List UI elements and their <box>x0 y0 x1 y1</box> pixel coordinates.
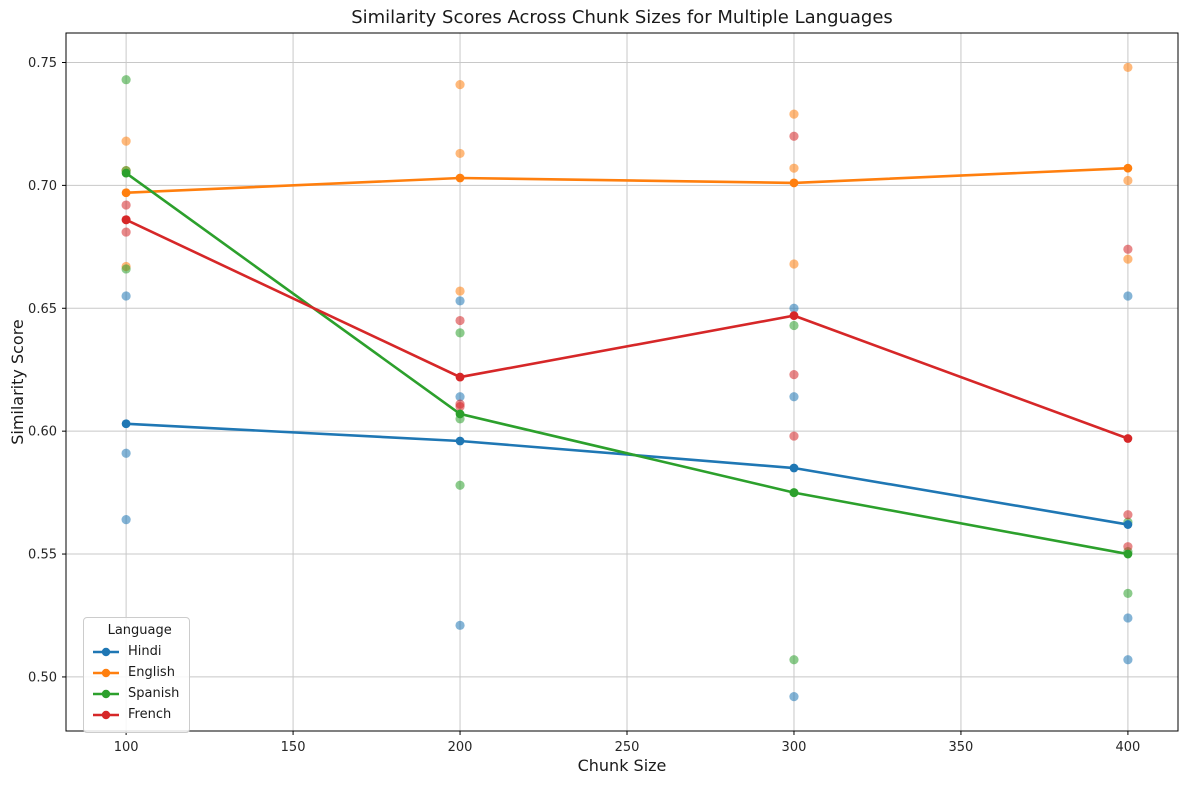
series-marker <box>1123 434 1133 443</box>
x-tick-label: 200 <box>448 740 473 755</box>
scatter-point <box>455 148 465 159</box>
scatter-point <box>455 286 465 296</box>
series-marker <box>455 173 465 183</box>
scatter-point <box>121 227 131 237</box>
y-tick-label: 0.60 <box>28 425 57 440</box>
x-tick-label: 400 <box>1115 740 1140 755</box>
x-tick-label: 100 <box>114 740 139 755</box>
legend-label: French <box>128 707 172 722</box>
scatter-point <box>1123 510 1133 520</box>
legend-dot <box>101 668 111 677</box>
series-marker <box>121 188 131 198</box>
scatter-point <box>789 303 799 313</box>
series-marker <box>1123 520 1133 529</box>
legend-entry-french: French <box>92 704 179 725</box>
series-marker <box>455 436 465 446</box>
x-tick-label: 300 <box>782 740 807 755</box>
scatter-point <box>789 131 799 141</box>
legend-dot <box>101 689 111 698</box>
scatter-point <box>121 448 131 458</box>
x-axis-label: Chunk Size <box>577 756 667 775</box>
scatter-point <box>455 296 465 306</box>
series-marker <box>789 178 799 188</box>
scatter-point <box>789 370 799 380</box>
scatter-point <box>121 136 131 146</box>
scatter-point <box>1123 244 1133 254</box>
x-tick-label: 350 <box>949 740 974 755</box>
line-dot-marker-icon <box>93 689 119 698</box>
series-marker <box>455 409 465 419</box>
scatter-point <box>789 163 799 173</box>
scatter-point <box>1123 588 1133 598</box>
legend-label: Spanish <box>128 686 180 701</box>
legend-dot <box>101 647 111 656</box>
legend-label: English <box>128 665 175 680</box>
scatter-point <box>1123 291 1133 301</box>
line-dot-marker-icon <box>93 668 119 677</box>
y-axis-label: Similarity Score <box>8 319 27 445</box>
scatter-point <box>789 320 799 331</box>
scatter-point <box>455 315 465 326</box>
scatter-point <box>1123 254 1133 264</box>
scatter-point <box>1123 613 1133 623</box>
y-tick-label: 0.65 <box>28 302 57 317</box>
scatter-point <box>455 480 465 490</box>
series-marker <box>455 372 465 382</box>
scatter-point <box>789 109 799 119</box>
scatter-point <box>789 431 799 441</box>
scatter-point <box>1123 62 1133 73</box>
series-line <box>124 171 1130 556</box>
scatter-point <box>455 620 465 630</box>
scatter-point <box>1123 542 1133 552</box>
y-tick-label: 0.50 <box>28 670 57 685</box>
y-tick-label: 0.55 <box>28 548 57 563</box>
scatter-point <box>121 515 131 525</box>
series-marker <box>789 463 799 473</box>
series-marker <box>121 168 131 178</box>
legend-title: Language <box>107 623 172 638</box>
line-dot-marker-icon <box>93 710 119 719</box>
legend: Language Hindi English Spanish French <box>83 617 191 733</box>
scatter-point <box>1123 175 1133 186</box>
legend-entry-spanish: Spanish <box>92 683 179 704</box>
x-tick-label: 250 <box>615 740 640 755</box>
series-marker <box>789 311 799 321</box>
series-line <box>124 218 1130 440</box>
chart-title: Similarity Scores Across Chunk Sizes for… <box>351 7 893 28</box>
legend-entry-english: English <box>92 662 179 683</box>
line-dot-marker-icon <box>93 647 119 656</box>
scatter-point <box>455 392 465 402</box>
series-marker <box>1123 549 1133 559</box>
plot-border <box>65 32 1179 732</box>
scatter-point <box>789 691 799 702</box>
legend-entry-hindi: Hindi <box>92 641 179 662</box>
legend-dot <box>101 710 111 719</box>
scatter-point <box>121 75 131 85</box>
series-line <box>124 166 1130 195</box>
scatter-point <box>1123 655 1133 665</box>
scatter-point <box>455 401 465 412</box>
x-tick-label: 150 <box>281 740 306 755</box>
scatter-point <box>789 259 799 269</box>
scatter-point <box>121 291 131 301</box>
scatter-point <box>789 655 799 665</box>
y-tick-label: 0.70 <box>28 179 57 194</box>
scatter-point <box>455 80 465 90</box>
series-marker <box>121 215 131 225</box>
y-tick-label: 0.75 <box>28 56 57 71</box>
scatter-point <box>121 200 131 210</box>
scatter-point <box>455 328 465 338</box>
series-marker <box>789 488 799 497</box>
legend-label: Hindi <box>128 644 162 659</box>
series-marker <box>1123 163 1133 173</box>
scatter-point <box>789 392 799 402</box>
scatter-point <box>121 264 131 274</box>
series-marker <box>121 419 131 429</box>
